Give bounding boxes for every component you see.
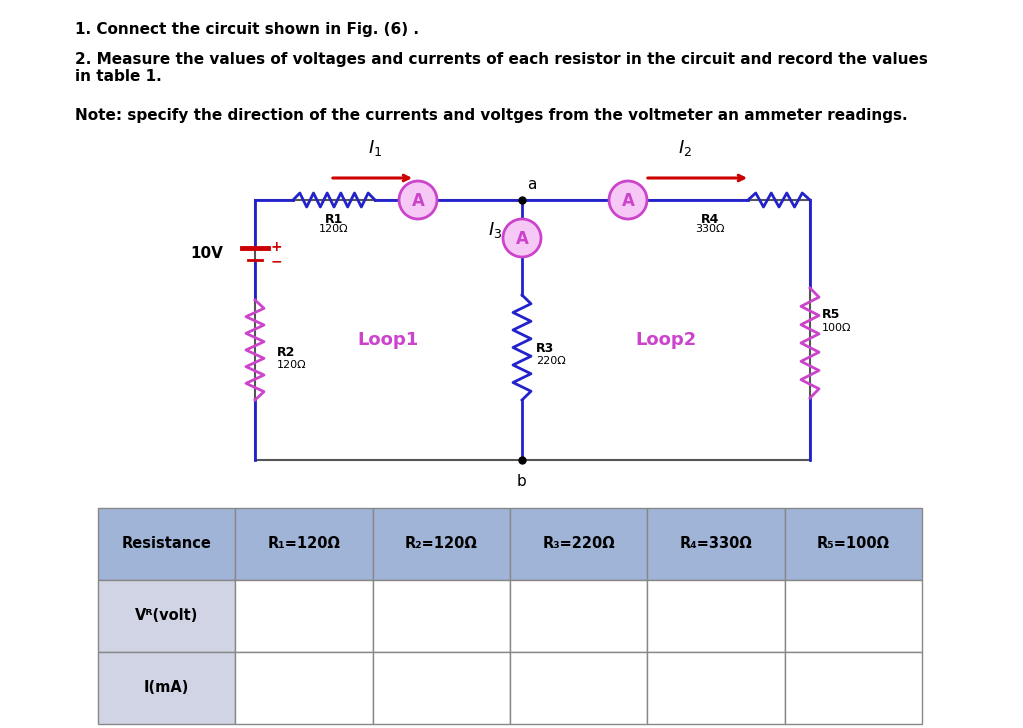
Text: R₁=120Ω: R₁=120Ω: [268, 537, 341, 552]
Text: R1: R1: [325, 213, 343, 226]
Bar: [510, 652, 648, 724]
Text: A: A: [411, 192, 425, 210]
Circle shape: [399, 181, 437, 219]
Text: R5: R5: [822, 309, 840, 322]
Bar: [255, 200, 810, 460]
Bar: [648, 652, 785, 724]
Bar: [510, 508, 648, 580]
Bar: [98, 580, 235, 652]
Text: Loop1: Loop1: [357, 331, 418, 349]
Text: $I_2$: $I_2$: [678, 138, 692, 158]
Text: Resistance: Resistance: [122, 537, 212, 552]
Bar: [235, 580, 372, 652]
Bar: [648, 580, 785, 652]
Text: R3: R3: [536, 341, 554, 355]
Text: 1. Connect the circuit shown in Fig. (6) .: 1. Connect the circuit shown in Fig. (6)…: [75, 22, 419, 37]
Text: 330Ω: 330Ω: [696, 224, 724, 234]
Text: $I_3$: $I_3$: [488, 220, 502, 240]
Text: A: A: [622, 192, 634, 210]
Circle shape: [503, 219, 541, 257]
Text: A: A: [516, 230, 529, 248]
Text: −: −: [271, 254, 282, 268]
Bar: [785, 580, 922, 652]
Bar: [235, 508, 372, 580]
Circle shape: [609, 181, 647, 219]
Bar: [98, 652, 235, 724]
Text: Loop2: Loop2: [635, 331, 697, 349]
Text: 220Ω: 220Ω: [536, 356, 566, 366]
Bar: [648, 508, 785, 580]
Bar: [372, 652, 510, 724]
Bar: [785, 508, 922, 580]
Bar: [372, 508, 510, 580]
Bar: [785, 652, 922, 724]
Text: $I_1$: $I_1$: [368, 138, 383, 158]
Text: R2: R2: [277, 346, 296, 358]
Text: 120Ω: 120Ω: [319, 224, 349, 234]
Text: I(mA): I(mA): [144, 681, 189, 695]
Bar: [510, 580, 648, 652]
Text: +: +: [271, 240, 282, 254]
Text: R₃=220Ω: R₃=220Ω: [542, 537, 615, 552]
Bar: [235, 652, 372, 724]
Text: 120Ω: 120Ω: [277, 360, 307, 370]
Bar: [98, 508, 235, 580]
Text: R₄=330Ω: R₄=330Ω: [679, 537, 752, 552]
Text: 2. Measure the values of voltages and currents of each resistor in the circuit a: 2. Measure the values of voltages and cu…: [75, 52, 928, 84]
Text: R₂=120Ω: R₂=120Ω: [405, 537, 478, 552]
Text: R4: R4: [701, 213, 719, 226]
Text: 100Ω: 100Ω: [822, 323, 851, 333]
Text: Vᴿ(volt): Vᴿ(volt): [135, 609, 198, 623]
Bar: [372, 580, 510, 652]
Text: Note: specify the direction of the currents and voltges from the voltmeter an am: Note: specify the direction of the curre…: [75, 108, 907, 123]
Text: a: a: [527, 177, 536, 192]
Text: 10V: 10V: [190, 247, 223, 261]
Text: b: b: [517, 474, 527, 489]
Text: R₅=100Ω: R₅=100Ω: [816, 537, 890, 552]
